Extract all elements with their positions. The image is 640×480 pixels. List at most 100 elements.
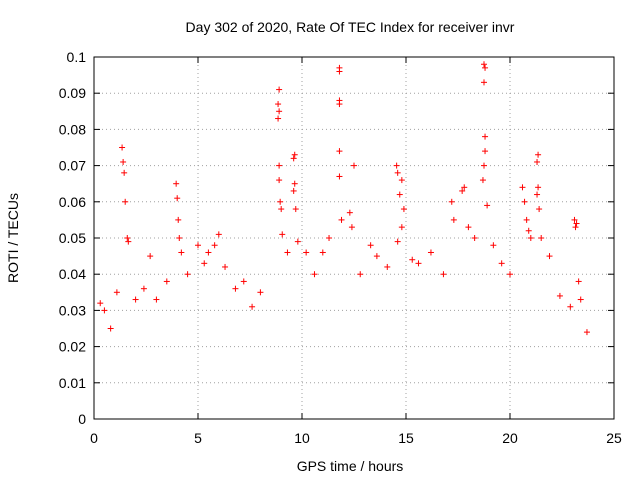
data-point [481, 79, 487, 86]
data-point [394, 238, 401, 245]
data-point [284, 249, 291, 256]
data-point [120, 158, 127, 165]
data-point [367, 242, 374, 249]
data-point [163, 278, 170, 285]
data-point [384, 263, 391, 270]
data-point [534, 191, 541, 198]
grid-lines [94, 57, 614, 419]
data-point [440, 271, 447, 278]
data-point [336, 173, 343, 180]
data-point [400, 206, 407, 213]
y-axis-label: ROTI / TECUs [5, 193, 21, 283]
data-point [346, 209, 353, 216]
y-tick-label: 0.09 [59, 85, 86, 101]
data-point [534, 158, 541, 165]
y-tick-label: 0.02 [59, 339, 86, 355]
data-point [393, 162, 400, 169]
data-point [415, 260, 422, 267]
data-point [583, 329, 590, 336]
data-point [275, 115, 282, 122]
data-point [121, 169, 128, 176]
data-point [527, 235, 534, 241]
data-point [291, 180, 298, 187]
data-point [195, 242, 201, 249]
data-point [521, 198, 528, 205]
y-tick-label: 0.06 [59, 194, 86, 210]
data-point [448, 198, 455, 205]
data-point [556, 292, 563, 299]
data-point [471, 235, 478, 241]
data-point [567, 303, 574, 310]
data-point [507, 271, 513, 278]
data-point [519, 184, 526, 191]
data-point [450, 216, 457, 223]
data-point [276, 108, 283, 115]
data-point [535, 151, 542, 158]
data-point [398, 224, 405, 231]
data-point [124, 235, 131, 241]
data-point [575, 278, 582, 285]
x-tick-label: 20 [502, 430, 518, 446]
data-point [176, 235, 183, 241]
data-point [275, 101, 282, 108]
data-point [338, 216, 345, 223]
data-point [113, 289, 120, 296]
data-points [97, 61, 590, 336]
data-point [211, 242, 218, 249]
y-tick-labels: 0 0.01 0.02 0.03 0.04 0.05 0.06 0.07 0.08 0.09 0.1 [59, 49, 86, 427]
data-point [398, 177, 405, 184]
data-point [292, 206, 299, 213]
data-point [479, 177, 486, 184]
data-point [409, 256, 416, 263]
data-point [571, 216, 578, 223]
data-point [459, 187, 466, 194]
x-axis-label: GPS time / hours [297, 458, 404, 474]
data-point [147, 253, 154, 260]
data-point [125, 238, 132, 245]
data-point [97, 300, 104, 307]
data-point [257, 289, 264, 296]
data-point [396, 191, 403, 198]
data-point [465, 224, 472, 231]
data-point [336, 101, 343, 108]
data-point [279, 231, 286, 238]
data-point [573, 220, 580, 227]
data-point [546, 253, 553, 260]
data-point [523, 216, 530, 223]
data-point [205, 249, 212, 256]
data-point [153, 296, 160, 303]
data-point [215, 231, 222, 238]
data-point [427, 249, 434, 256]
data-point [140, 285, 147, 292]
y-tick-label: 0.07 [59, 158, 86, 174]
data-point [336, 68, 343, 75]
data-point [348, 224, 355, 231]
data-point [577, 296, 584, 303]
data-point [538, 235, 545, 241]
data-point [536, 206, 543, 213]
data-point [311, 271, 318, 278]
data-point [249, 303, 256, 310]
data-point [173, 180, 180, 187]
data-point [351, 162, 357, 169]
data-point [481, 61, 487, 68]
data-point [290, 155, 297, 162]
data-point [303, 249, 310, 256]
data-point [484, 202, 491, 209]
data-point [294, 238, 301, 245]
data-point [498, 260, 505, 267]
x-tick-label: 15 [398, 430, 414, 446]
x-tick-labels: 0 5 10 15 20 25 [90, 430, 622, 446]
data-point [394, 169, 401, 176]
data-point [525, 227, 532, 234]
data-point [277, 198, 284, 205]
x-tick-label: 0 [90, 430, 98, 446]
data-point [481, 162, 487, 169]
data-point [175, 216, 182, 223]
y-tick-label: 0.04 [59, 266, 86, 282]
x-tick-label: 10 [294, 430, 310, 446]
data-point [461, 184, 468, 191]
data-point [107, 325, 114, 332]
y-tick-label: 0.01 [59, 375, 86, 391]
